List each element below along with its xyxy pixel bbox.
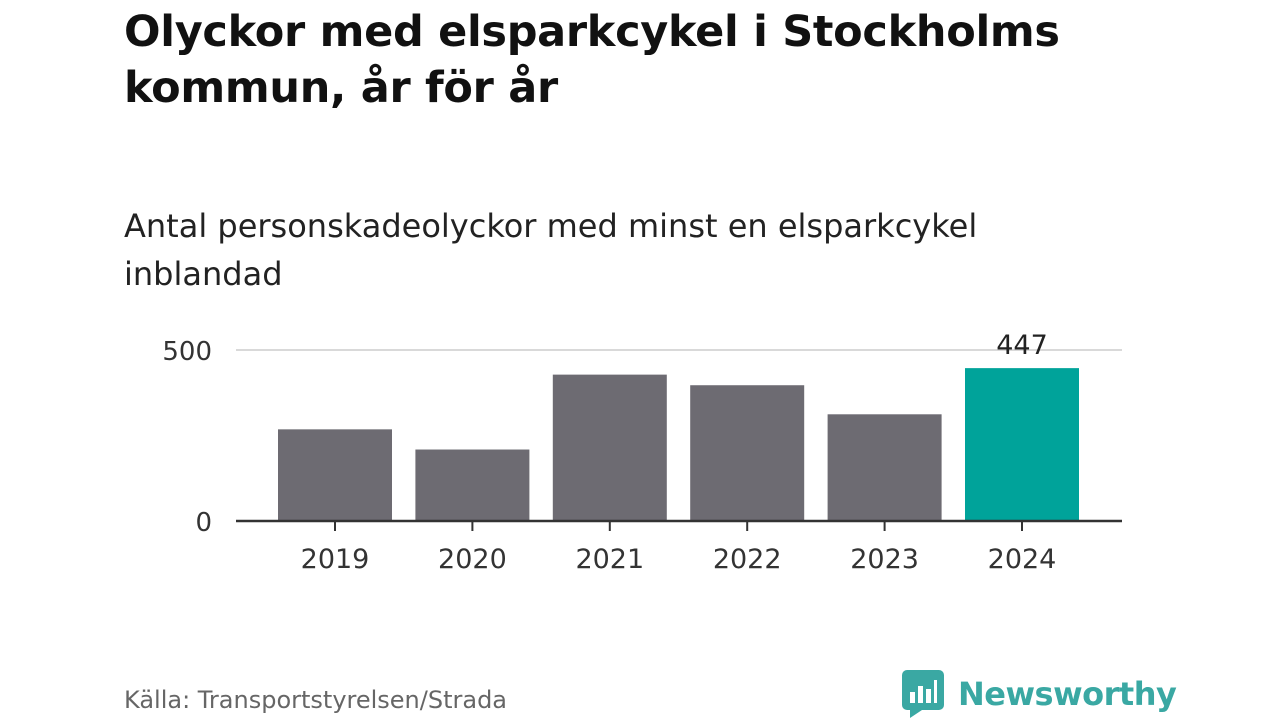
- bar-chart: 0 500 2019 2020 2021 2022 2023 2024 447: [162, 330, 1122, 575]
- y-tick-label: 0: [195, 508, 212, 538]
- x-tick-label: 2021: [575, 544, 644, 575]
- x-tick-label: 2020: [438, 544, 507, 575]
- axis-layer: [236, 519, 1122, 531]
- bar-2019: [278, 429, 392, 521]
- bar-2023: [827, 414, 942, 521]
- x-tick-label: 2024: [988, 544, 1057, 575]
- x-tick-label: 2023: [850, 544, 919, 575]
- bar-2024: [965, 368, 1079, 521]
- bar-2020: [415, 449, 530, 521]
- source-note: Källa: Transportstyrelsen/Strada: [124, 686, 508, 714]
- labels-layer: 0 500 2019 2020 2021 2022 2023 2024 447: [162, 330, 1056, 575]
- brand-logo: Newsworthy: [902, 670, 1177, 718]
- data-label: 447: [996, 330, 1048, 361]
- brand-name: Newsworthy: [958, 675, 1177, 713]
- x-tick-label: 2019: [301, 544, 370, 575]
- bar-2022: [690, 385, 805, 521]
- chart-subtitle: Antal personskadeolyckor med minst en el…: [124, 207, 978, 293]
- newsworthy-logo-icon: [902, 670, 944, 718]
- y-tick-label: 500: [162, 337, 212, 367]
- chart-title: Olyckor med elsparkcykel i Stockholms ko…: [124, 7, 1060, 113]
- bar-2021: [552, 374, 667, 521]
- x-tick-label: 2022: [713, 544, 782, 575]
- bars-layer: [278, 368, 1079, 521]
